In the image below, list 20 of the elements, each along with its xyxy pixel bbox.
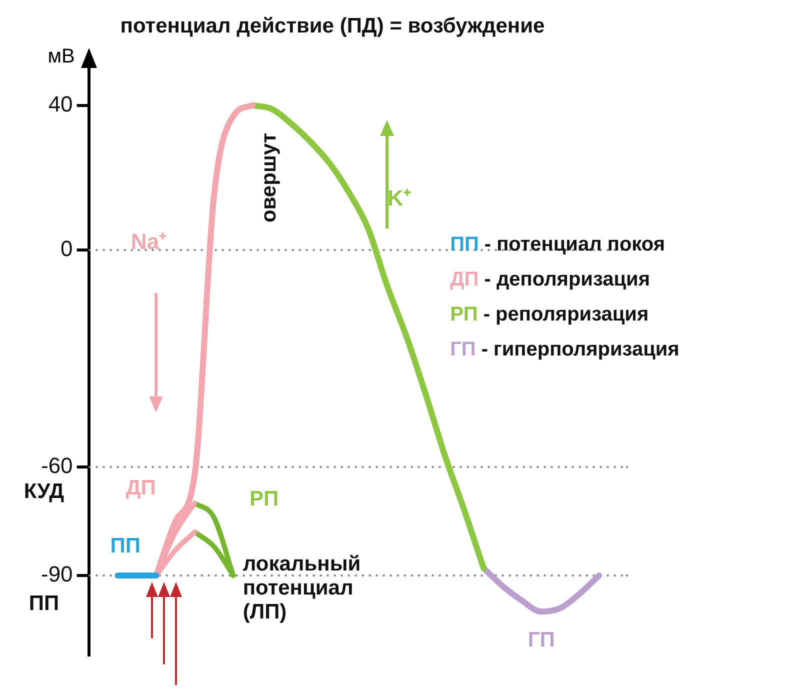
annotation: ГП [528, 628, 555, 652]
text: ГП - гиперполяризация [450, 338, 680, 360]
annotation: ДП [126, 476, 156, 500]
text: ДП - деполяризация [450, 268, 650, 290]
annotation: локальный потенциал (ЛП) [242, 552, 361, 624]
annotation: K⁺ [387, 185, 412, 210]
y-tick-label: 0 [60, 236, 73, 262]
y-axis-title: мВ [48, 46, 75, 68]
text: ПП - потенциал покоя [450, 233, 666, 256]
annotation: овершут [258, 132, 281, 223]
text: РП - реполяризация [450, 303, 649, 326]
text: КУД [24, 480, 64, 504]
y-tick-label: 40 [48, 91, 73, 116]
annotation: Na⁺ [130, 228, 168, 254]
y-tick-label: -90 [41, 562, 73, 587]
text: ПП [28, 592, 60, 616]
y-tick-label: -60 [41, 453, 73, 478]
chart-title: потенциал действие (ПД) = возбуждение [120, 14, 545, 38]
annotation: РП [249, 487, 279, 510]
annotation: ПП [110, 534, 140, 558]
